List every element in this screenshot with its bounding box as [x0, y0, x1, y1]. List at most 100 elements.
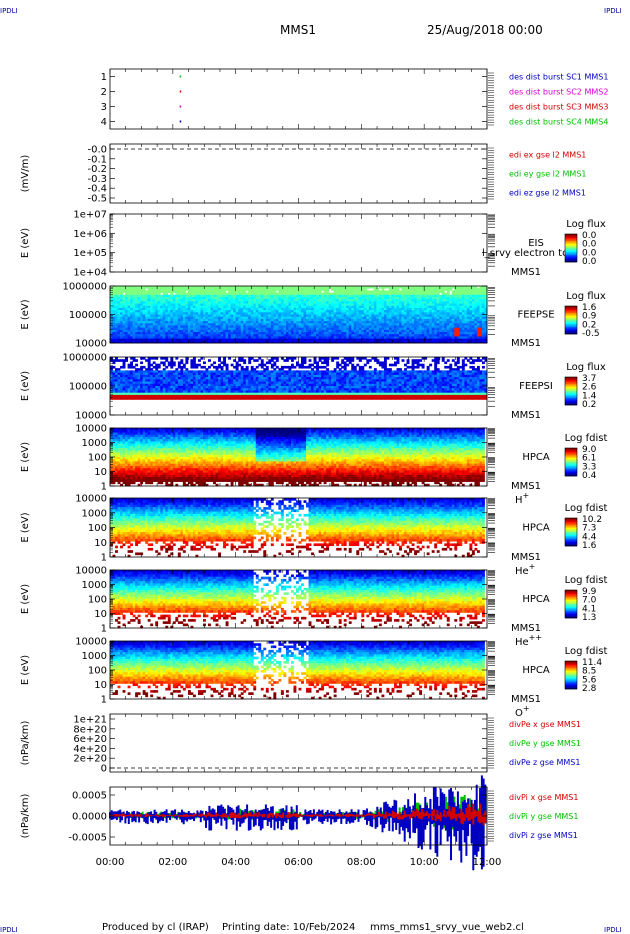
heatmap-cell — [265, 301, 269, 304]
heatmap-cell — [210, 286, 214, 289]
heatmap-cell — [152, 290, 156, 293]
heatmap-cell — [137, 307, 141, 311]
heatmap-cell — [210, 332, 214, 335]
heatmap-cell — [157, 299, 161, 302]
heatmap-cell — [213, 370, 216, 374]
heatmap-cell — [145, 325, 149, 329]
heatmap-cell — [285, 286, 289, 289]
heatmap-cell — [117, 303, 121, 307]
heatmap-cell — [112, 336, 116, 340]
heatmap-cell — [353, 332, 357, 335]
heatmap-cell — [331, 318, 335, 322]
heatmap-cell — [170, 318, 174, 322]
heatmap-cell — [225, 318, 229, 322]
heatmap-cell — [192, 316, 196, 320]
heatmap-cell — [130, 288, 134, 291]
heatmap-cell — [255, 312, 259, 315]
heatmap-cell — [253, 307, 257, 311]
heatmap-cell — [165, 305, 169, 309]
heatmap-cell — [177, 316, 181, 320]
heatmap-cell — [235, 332, 239, 335]
heatmap-cell — [356, 336, 360, 340]
heatmap-cell — [301, 332, 304, 335]
heatmap-cell — [273, 312, 277, 315]
heatmap-cell — [268, 338, 272, 342]
heatmap-cell — [175, 305, 179, 309]
heatmap-cell — [331, 288, 335, 291]
heatmap-cell — [248, 314, 252, 318]
heatmap-cell — [311, 296, 314, 300]
heatmap-cell — [230, 316, 234, 320]
heatmap-cell — [243, 301, 247, 304]
heatmap-cell — [187, 305, 191, 309]
heatmap-cell — [215, 301, 219, 304]
heatmap-cell — [112, 332, 116, 335]
heatmap-cell — [240, 340, 244, 344]
heatmap-cell — [243, 332, 247, 335]
heatmap-cell — [318, 288, 322, 291]
heatmap-cell — [326, 329, 330, 333]
heatmap-cell — [145, 336, 149, 340]
heatmap-cell — [130, 294, 134, 298]
heatmap-cell — [343, 338, 347, 342]
y-axis-label: E (eV) — [20, 299, 31, 329]
heatmap-cell — [348, 303, 352, 307]
heatmap-cell — [243, 314, 247, 318]
heatmap-cell — [348, 290, 352, 293]
heatmap-cell — [122, 299, 126, 302]
heatmap-cell — [238, 318, 242, 322]
heatmap-cell — [356, 305, 360, 309]
heatmap-cell — [285, 316, 289, 320]
heatmap-cell — [197, 294, 201, 298]
heatmap-cell — [117, 340, 121, 344]
burst-point — [179, 105, 182, 108]
heatmap-cell — [240, 327, 244, 331]
heatmap-cell — [250, 292, 254, 296]
heatmap-cell — [230, 301, 234, 304]
heatmap-cell — [213, 288, 216, 291]
heatmap-cell — [308, 314, 312, 318]
heatmap-cell — [223, 310, 227, 313]
heatmap-cell — [223, 325, 227, 329]
heatmap-cell — [328, 318, 332, 322]
heatmap-cell — [150, 318, 154, 322]
heatmap-cell — [258, 332, 262, 335]
heatmap-cell — [157, 294, 161, 298]
heatmap-cell — [323, 329, 327, 333]
heatmap-cell — [117, 294, 121, 298]
heatmap-cell — [208, 303, 211, 307]
heatmap-cell — [165, 327, 169, 331]
heatmap-cell — [132, 299, 136, 302]
heatmap-cell — [132, 365, 136, 369]
heatmap-cell — [265, 305, 269, 309]
heatmap-cell — [293, 310, 297, 313]
heatmap-cell — [275, 329, 279, 333]
heatmap-cell — [145, 305, 149, 309]
heatmap-cell — [223, 305, 227, 309]
heatmap-cell — [137, 305, 141, 309]
heatmap-cell — [167, 286, 171, 289]
panel-frame — [109, 213, 488, 273]
heatmap-cell — [213, 365, 216, 369]
heatmap-cell — [213, 334, 216, 337]
heatmap-cell — [278, 294, 282, 298]
heatmap-cell — [210, 340, 214, 344]
heatmap-cell — [122, 338, 126, 342]
heatmap-cell — [228, 312, 232, 315]
heatmap-cell — [205, 338, 209, 342]
heatmap-cell — [157, 325, 161, 329]
heatmap-cell — [248, 288, 252, 291]
heatmap-cell — [230, 286, 234, 289]
heatmap-cell — [285, 290, 289, 293]
heatmap-cell — [197, 312, 201, 315]
heatmap-cell — [137, 314, 141, 318]
heatmap-cell — [167, 321, 171, 324]
heatmap-cell — [263, 314, 267, 318]
heatmap-cell — [157, 303, 161, 307]
heatmap-cell — [263, 310, 267, 313]
heatmap-cell — [316, 336, 319, 340]
heatmap-cell — [285, 292, 289, 296]
heatmap-cell — [333, 305, 337, 309]
heatmap-cell — [263, 318, 267, 322]
